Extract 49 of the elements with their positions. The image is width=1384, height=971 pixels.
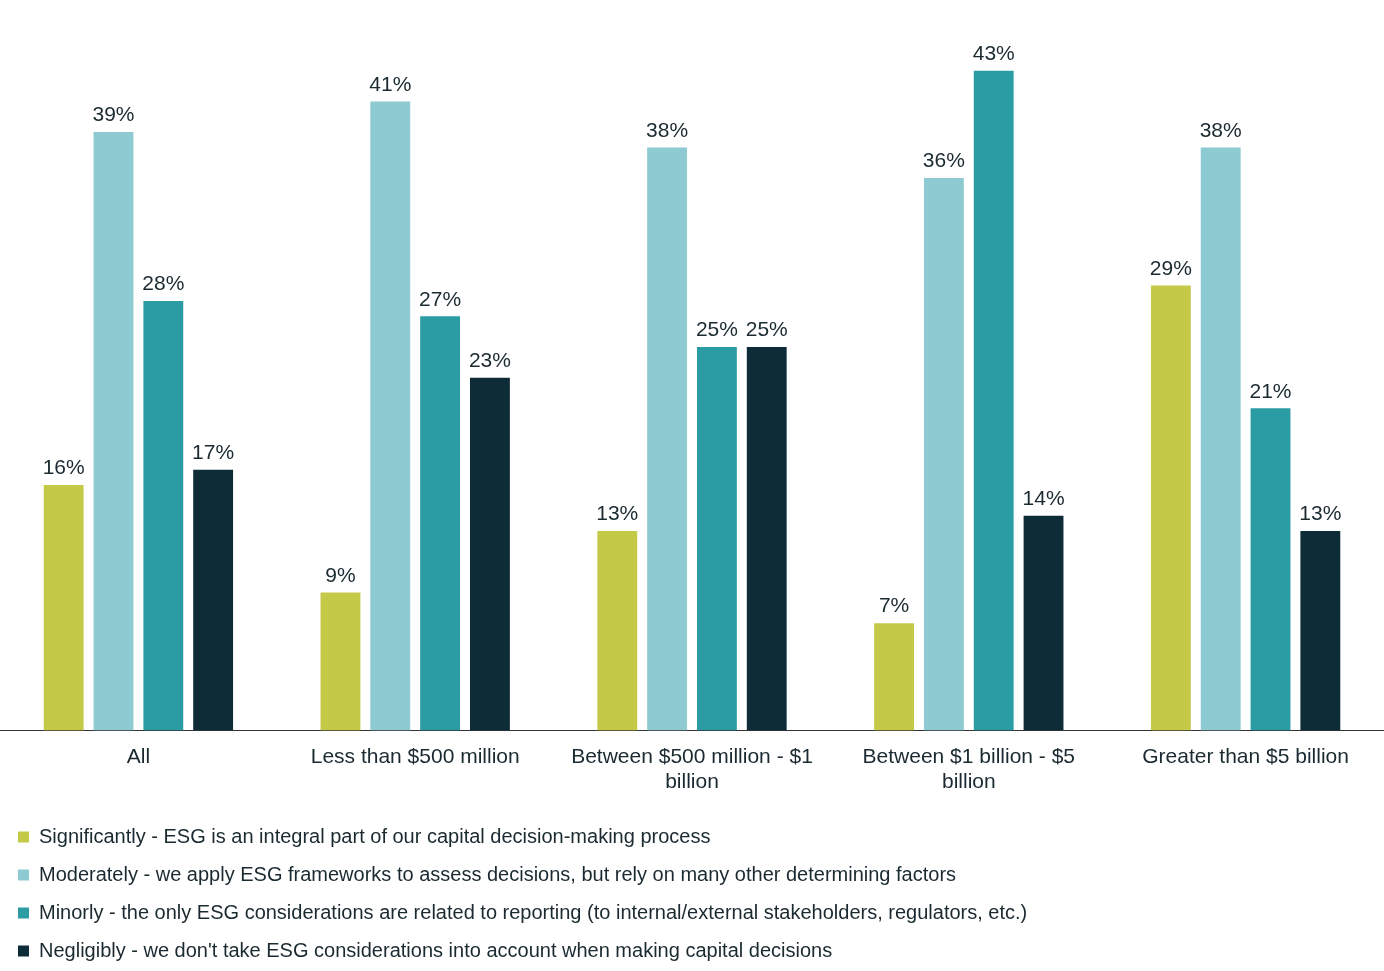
data-label: 41%: [369, 71, 412, 95]
bar: [696, 346, 737, 731]
x-tick-label: All: [126, 744, 151, 767]
data-label: 14%: [1022, 486, 1065, 510]
bar: [1023, 515, 1064, 731]
data-label: 16%: [42, 455, 85, 479]
x-tick-label: Less than $500 million: [310, 744, 520, 767]
legend-label: Significantly - ESG is an integral part of our capital decision-making process: [39, 824, 711, 847]
bar: [143, 300, 184, 731]
bar: [874, 623, 914, 731]
bar: [1250, 408, 1291, 731]
data-label: 9%: [325, 562, 356, 586]
bar: [1200, 147, 1241, 731]
bar: [93, 132, 134, 731]
bar: [746, 346, 787, 731]
bar: [370, 101, 411, 731]
data-label: 39%: [92, 102, 135, 126]
data-label: 23%: [468, 347, 511, 371]
x-tick-label: Greater than $5 billion: [1142, 744, 1349, 767]
legend-label: Minorly - the only ESG considerations are related to reporting (to internal/external stakeholders, regulators, etc.): [39, 900, 1028, 923]
data-label: 21%: [1249, 378, 1292, 402]
bar: [1150, 285, 1191, 731]
data-label: 13%: [1299, 501, 1342, 525]
legend-label: Negligibly - we don't take ESG considerations into account when making capital decisions: [39, 938, 833, 961]
data-label: 29%: [1149, 255, 1192, 279]
data-label: 28%: [142, 271, 185, 295]
data-label: 13%: [596, 501, 639, 525]
data-label: 25%: [695, 317, 738, 341]
data-label: 17%: [192, 440, 235, 463]
data-label: 38%: [646, 117, 689, 141]
x-tick-label: Between $1 billion - $5 billion: [862, 744, 1076, 793]
legend-label: Moderately - we apply ESG frameworks to assess decisions, but rely on many other determining factors: [39, 862, 957, 885]
data-label: 38%: [1199, 117, 1242, 141]
bar: [647, 147, 688, 731]
data-label: 25%: [745, 317, 788, 341]
bar: [43, 485, 84, 731]
bar: [923, 178, 964, 731]
bar: [320, 592, 361, 731]
x-tick-label: Between $500 million - $1 billion: [571, 744, 813, 793]
bar: [973, 70, 1014, 731]
data-label: 27%: [419, 286, 462, 310]
bar: [597, 531, 638, 731]
bar: [193, 469, 234, 731]
data-label: 36%: [922, 148, 965, 172]
bar: [1300, 531, 1341, 731]
bar: [470, 377, 510, 731]
data-label: 43%: [972, 40, 1015, 64]
data-label: 7%: [878, 593, 910, 617]
bar: [420, 316, 461, 731]
